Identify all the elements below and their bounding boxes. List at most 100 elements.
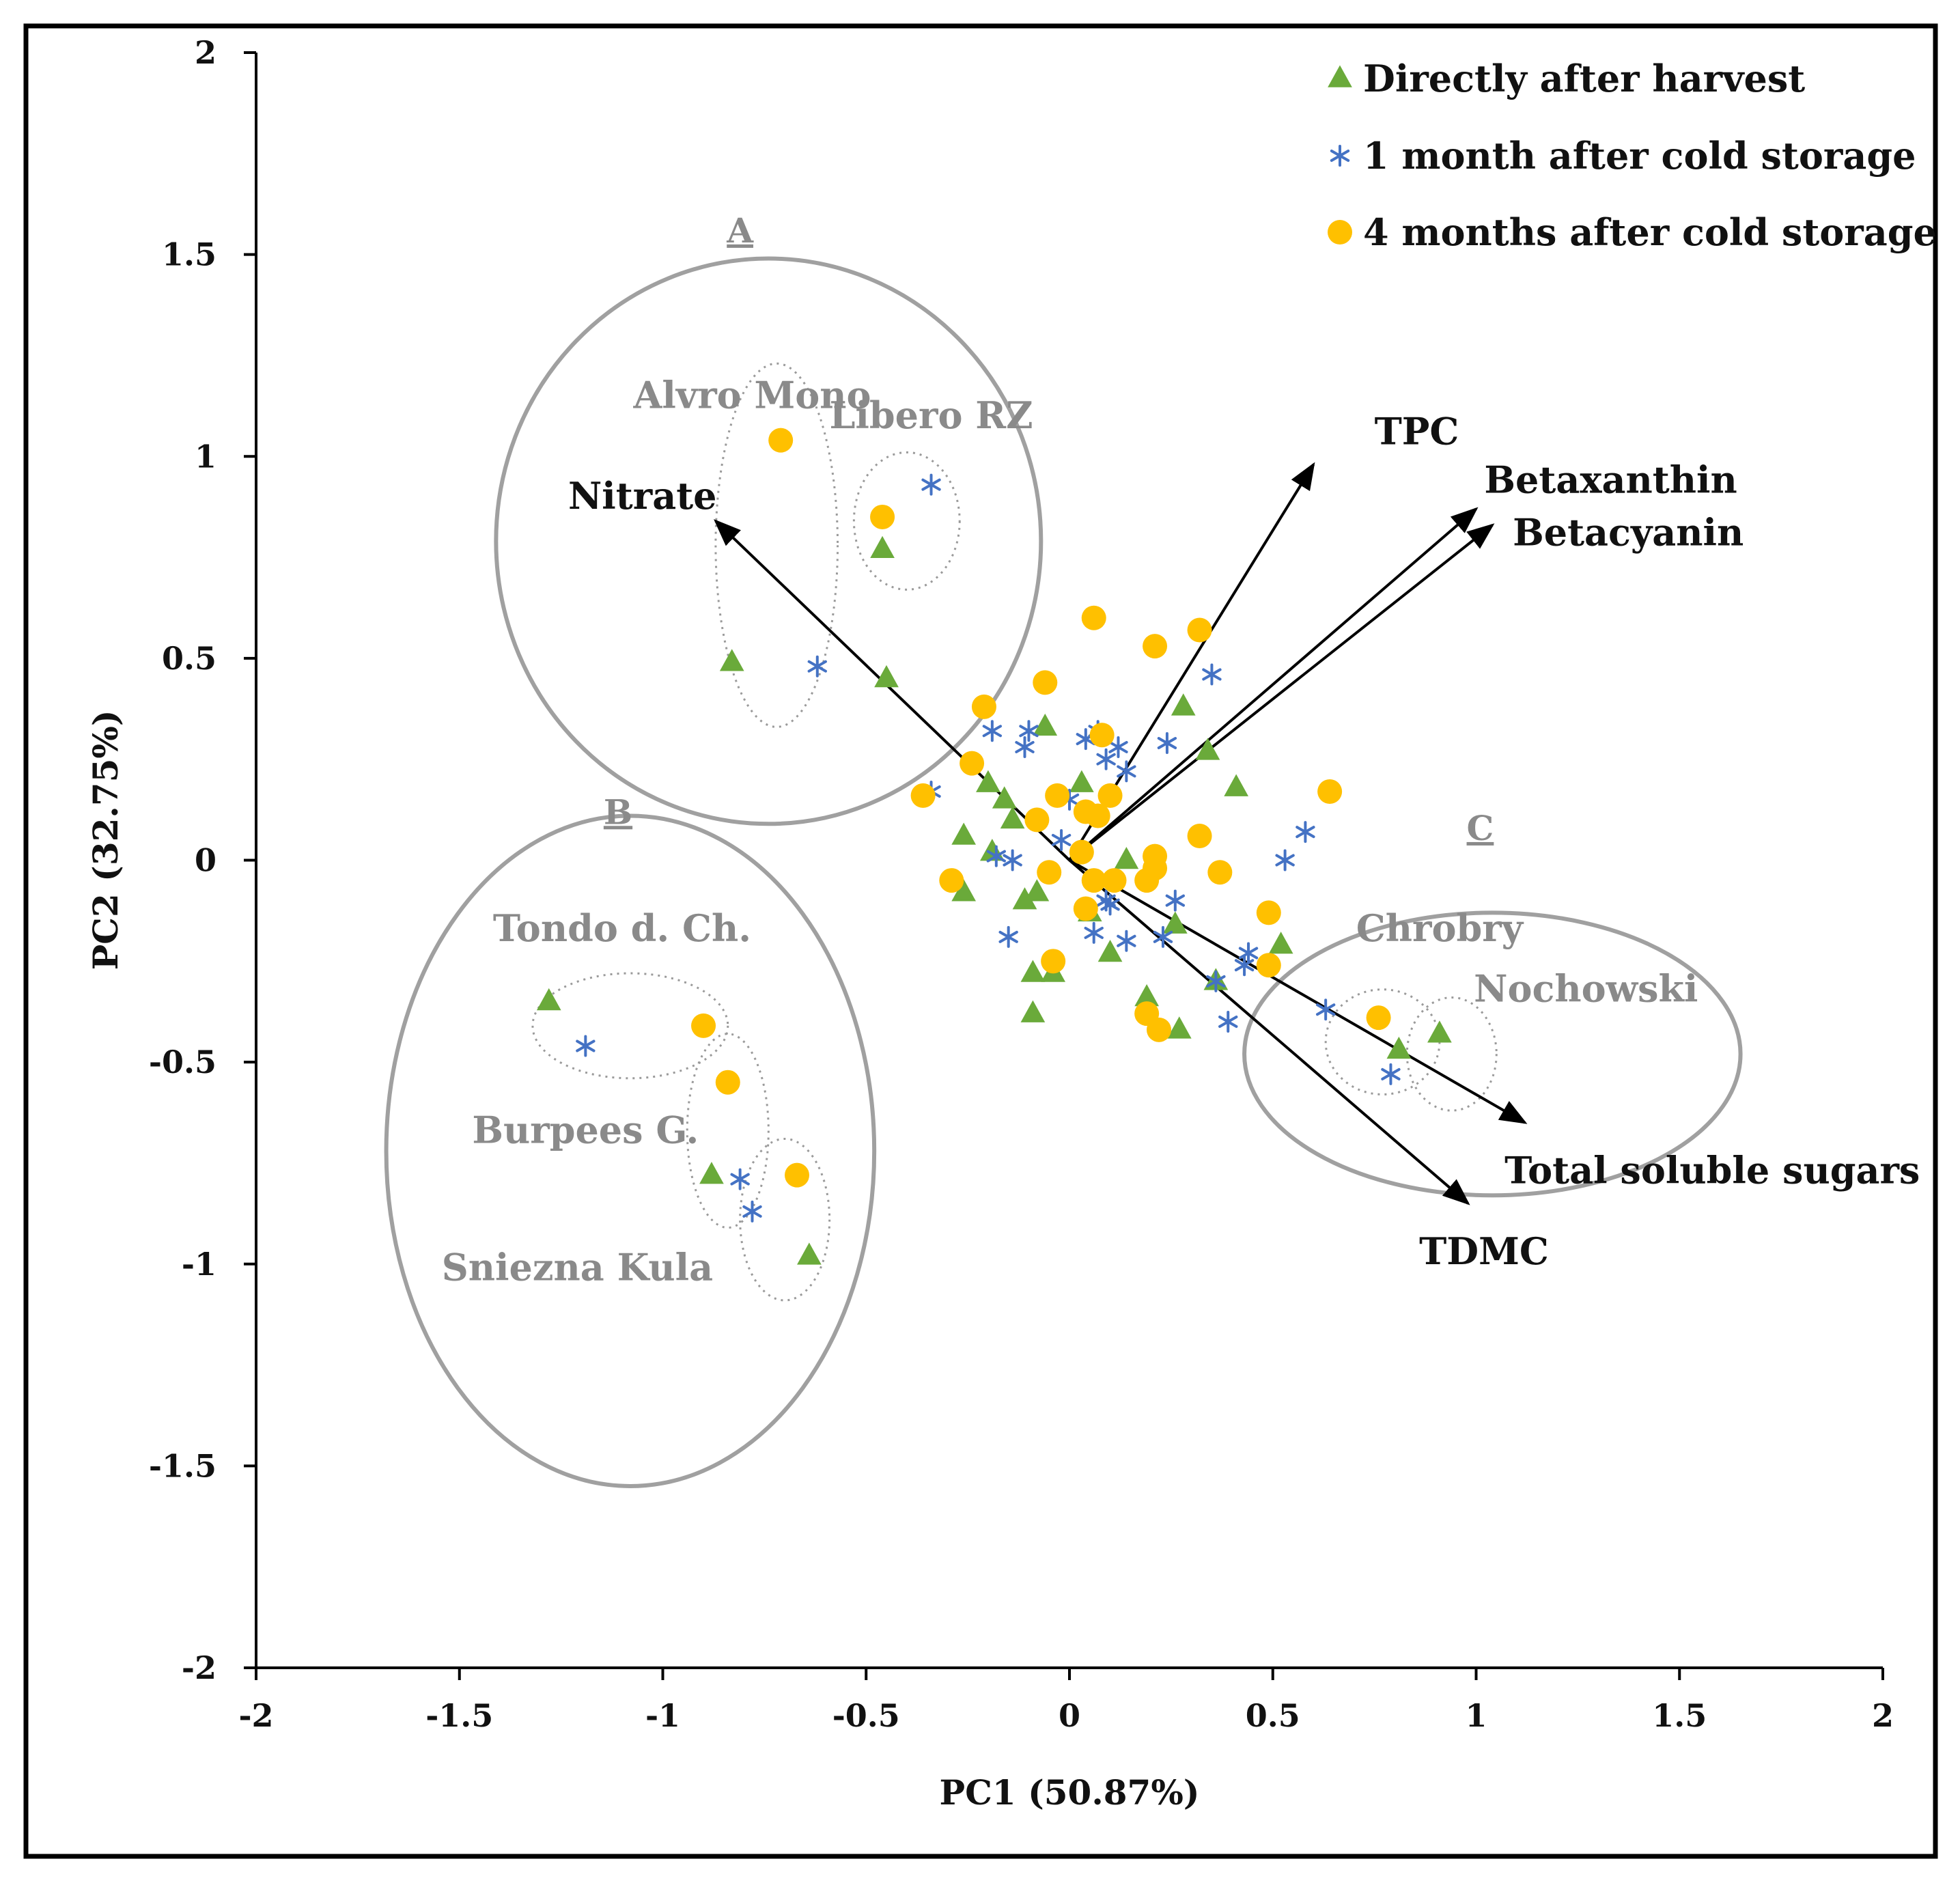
harvest-point [874,665,899,688]
month4-point [1085,803,1110,828]
y-tick-label: -1 [182,1246,216,1283]
x-tick-label: 1.5 [1652,1697,1707,1734]
month1-point [1015,736,1035,758]
harvest-point [1224,774,1249,796]
month4-point [1024,807,1050,833]
month4-point [1033,670,1058,695]
x-tick-label: 0 [1059,1697,1080,1734]
month1-point [1165,889,1186,912]
month4-point [1143,634,1168,659]
harvest-point [1000,806,1025,829]
y-axis-title: PC2 (32.75%) [85,710,126,970]
month1-point-stroke [986,850,1006,863]
harvest-point [951,822,977,845]
month1-point [998,925,1018,948]
y-tick-label: -2 [182,1649,216,1686]
month1-point-stroke [1381,1067,1401,1080]
x-tick-label: 0.5 [1246,1697,1300,1734]
group-label-c: C [1467,808,1494,848]
cultivar-label-tondo-d-ch: Tondo d. Ch. [493,906,751,950]
harvest-point [1012,887,1037,910]
month1-point [1315,999,1336,1021]
loading-vectors [714,462,1528,1205]
month1-point-stroke [742,1205,762,1218]
figure-frame [23,23,1938,1859]
month1-point [1206,970,1226,992]
month1-point [986,845,1006,867]
group-label-b: B [604,792,632,832]
month4-point [1041,949,1066,974]
month1-point-stroke [807,660,827,673]
x-tick-label: -0.5 [832,1697,900,1734]
month4-point [1187,617,1212,643]
month4-point [1256,953,1281,978]
month1-point [1202,663,1222,686]
month1-point-stroke [1015,740,1035,753]
harvest-point [536,988,561,1011]
month1-point-stroke [1296,826,1315,839]
legend-month1-marker [1330,145,1350,167]
month1-point-stroke [1117,934,1136,947]
harvest-point [1114,846,1139,869]
month1-point-stroke [1238,947,1259,960]
harvest-point [951,879,977,902]
x-tick-label: -1.5 [425,1697,493,1734]
month1-point-stroke [1096,753,1116,766]
month4-point [870,504,895,529]
month1-point [982,720,1003,742]
harvest-point [1268,932,1293,954]
loading-arrow-nitrate [714,519,1071,861]
month1-point-stroke [1315,1003,1336,1016]
x-tick-label: 2 [1872,1697,1894,1734]
month1-point [807,655,827,678]
month1-point [1275,849,1295,871]
month1-point-stroke [921,478,941,491]
month1-point [1117,760,1136,783]
month4-point [1037,860,1062,885]
month1-point [730,1168,750,1190]
month4-point [1097,783,1123,808]
month1-point [1157,732,1177,755]
month1-point [1108,736,1128,758]
score-points [536,428,1452,1265]
harvest-point [1171,693,1196,716]
group-label-a: A [726,210,754,251]
month1-point [1096,889,1116,912]
cultivar-label-sniezna-kula: Sniezna Kula [442,1245,713,1289]
harvest-point [1020,1000,1046,1022]
month1-point [1003,849,1022,871]
month4-point [1073,896,1098,921]
month1-point [1381,1063,1401,1085]
month1-point [1051,828,1072,851]
month1-point-stroke [1051,833,1072,846]
x-tick-label: -2 [238,1697,273,1734]
harvest-point [992,786,1017,809]
group-circle-c [1242,910,1743,1198]
cultivar-ellipse-libero-rz [852,451,961,591]
month4-point [768,428,794,453]
legend-month4-marker [1328,220,1352,245]
month1-point [1218,1011,1238,1033]
cultivar-ellipse-alvro-mono [714,362,839,728]
harvest-point [1024,879,1050,902]
month1-point-stroke [1165,894,1186,907]
month1-point-stroke [730,1173,750,1186]
month1-point [1234,954,1255,977]
x-tick-label: 1 [1465,1697,1487,1734]
cultivar-label-alvro-mono: Alvro Mono [632,373,871,417]
harvest-point [1166,1016,1192,1039]
harvest-point [1386,1036,1412,1059]
loading-label-nitrate: Nitrate [568,474,717,518]
cultivar-label-libero-rz: Libero RZ [829,393,1033,437]
month4-point [960,751,985,776]
harvest-point [719,649,744,671]
loading-arrow-betaxanthin [1068,507,1479,862]
cultivar-label-burpees-g: Burpees G. [472,1108,699,1151]
month4-point [1256,900,1281,925]
legend-harvest-marker [1328,65,1352,87]
month1-point-stroke [1019,725,1039,738]
y-tick-label: -1.5 [149,1447,216,1484]
legend-label-directly-after-harvest: Directly after harvest [1363,57,1805,100]
month4-point [1069,839,1094,865]
